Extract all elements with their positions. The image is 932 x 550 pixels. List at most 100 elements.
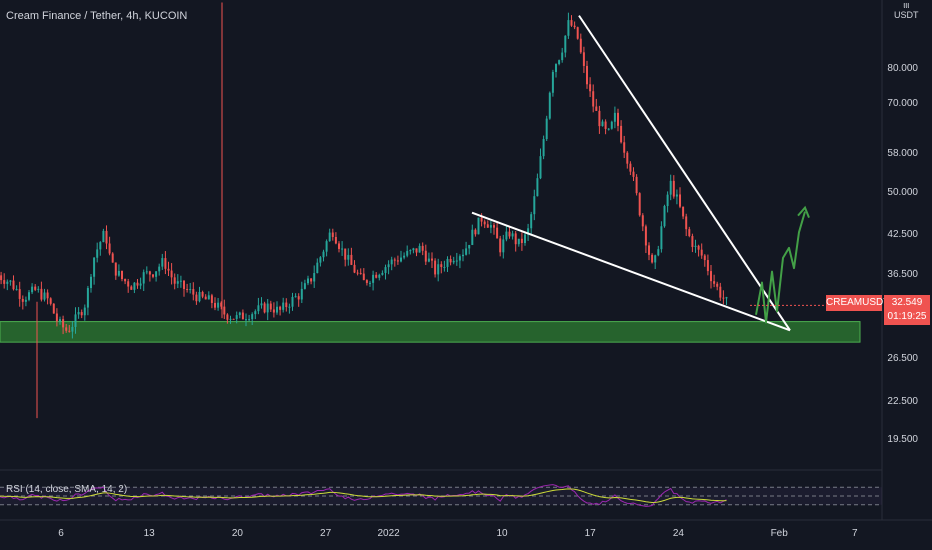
- candle-body: [6, 281, 9, 284]
- candle-body: [682, 206, 685, 217]
- candle-body: [241, 312, 244, 320]
- candle-body: [477, 217, 480, 235]
- candle-body: [111, 253, 114, 263]
- candle-body: [582, 52, 585, 66]
- candle-body: [260, 303, 263, 306]
- chart-title: Cream Finance / Tether, 4h, KUCOIN: [6, 10, 188, 22]
- candle-body: [186, 288, 189, 290]
- candle-body: [15, 289, 18, 291]
- candle-body: [400, 257, 402, 262]
- candle-body: [626, 152, 629, 164]
- candle-body: [210, 295, 213, 303]
- candle-body: [164, 258, 167, 269]
- candle-body: [353, 264, 356, 273]
- candle-body: [359, 273, 362, 275]
- candle-body: [251, 314, 254, 320]
- candle-body: [657, 249, 660, 256]
- candle-body: [28, 292, 30, 300]
- candle-body: [722, 297, 725, 299]
- candle-body: [158, 266, 161, 272]
- unit-line-1: ιιι: [903, 0, 910, 10]
- candle-body: [576, 27, 579, 39]
- candle-body: [437, 264, 440, 275]
- candle-body: [517, 238, 520, 245]
- candle-body: [644, 226, 647, 246]
- candle-body: [220, 302, 223, 307]
- candle-body: [530, 214, 533, 229]
- candle-body: [77, 312, 80, 315]
- candle-body: [170, 270, 173, 278]
- rsi-label: RSI (14, close, SMA, 14, 2): [6, 484, 128, 495]
- candle-body: [440, 264, 443, 268]
- candle-body: [198, 291, 201, 302]
- candle-body: [409, 250, 412, 252]
- candle-body: [536, 178, 539, 197]
- candle-body: [108, 243, 111, 254]
- candle-body: [114, 262, 117, 276]
- candle-body: [232, 318, 235, 320]
- candle-body: [415, 248, 418, 253]
- candle-body: [632, 171, 635, 177]
- candle-body: [12, 280, 15, 290]
- candle-body: [266, 303, 269, 313]
- candle-body: [21, 298, 24, 302]
- candle-body: [167, 268, 170, 271]
- candle-body: [189, 289, 192, 291]
- candle-body: [446, 258, 449, 267]
- candle-body: [102, 230, 105, 243]
- candle-body: [344, 248, 347, 260]
- candle-body: [285, 302, 288, 308]
- candle-body: [68, 330, 71, 332]
- candle-body: [43, 292, 46, 300]
- candle-body: [688, 229, 691, 237]
- candle-body: [570, 20, 573, 26]
- candle-body: [719, 286, 722, 298]
- candle-body: [195, 294, 198, 302]
- candle-body: [263, 303, 266, 313]
- candle-body: [434, 260, 437, 275]
- candle-body: [133, 282, 136, 290]
- candle-body: [623, 142, 626, 153]
- candle-body: [248, 319, 251, 321]
- candle-body: [37, 288, 40, 290]
- y-tick-label: 36.500: [887, 269, 918, 281]
- candle-body: [558, 60, 561, 65]
- candle-body: [403, 255, 406, 258]
- candle-body: [607, 128, 610, 130]
- candle-body: [710, 271, 712, 282]
- candle-body: [80, 312, 83, 316]
- candle-body: [204, 296, 207, 300]
- candle-body: [350, 254, 353, 265]
- candle-body: [421, 245, 424, 251]
- candle-body: [347, 254, 350, 260]
- candle-body: [192, 289, 195, 295]
- candle-body: [65, 327, 68, 331]
- candle-body: [93, 257, 96, 277]
- candle-body: [455, 260, 458, 262]
- candle-body: [52, 303, 55, 314]
- candle-body: [201, 291, 204, 297]
- wedge-lower-trendline: [471, 211, 791, 332]
- candle-body: [458, 256, 461, 261]
- candle-body: [524, 234, 526, 244]
- candle-body: [573, 25, 576, 28]
- candle-body: [396, 260, 399, 262]
- candle-body: [555, 64, 557, 72]
- candle-body: [334, 237, 337, 244]
- symbol-badge: CREAMUSDT: [826, 295, 889, 311]
- candle-body: [291, 296, 294, 307]
- x-tick-label: Feb: [770, 528, 788, 539]
- candle-body: [452, 260, 455, 263]
- candle-body: [390, 259, 393, 265]
- candle-body: [679, 194, 681, 207]
- candle-body: [586, 65, 588, 85]
- support-zone: [0, 321, 861, 343]
- candle-body: [229, 318, 232, 320]
- candle-body: [514, 233, 517, 245]
- candle-body: [545, 118, 548, 140]
- candle-body: [328, 232, 331, 242]
- candle-body: [381, 272, 384, 275]
- candle-body: [155, 271, 158, 277]
